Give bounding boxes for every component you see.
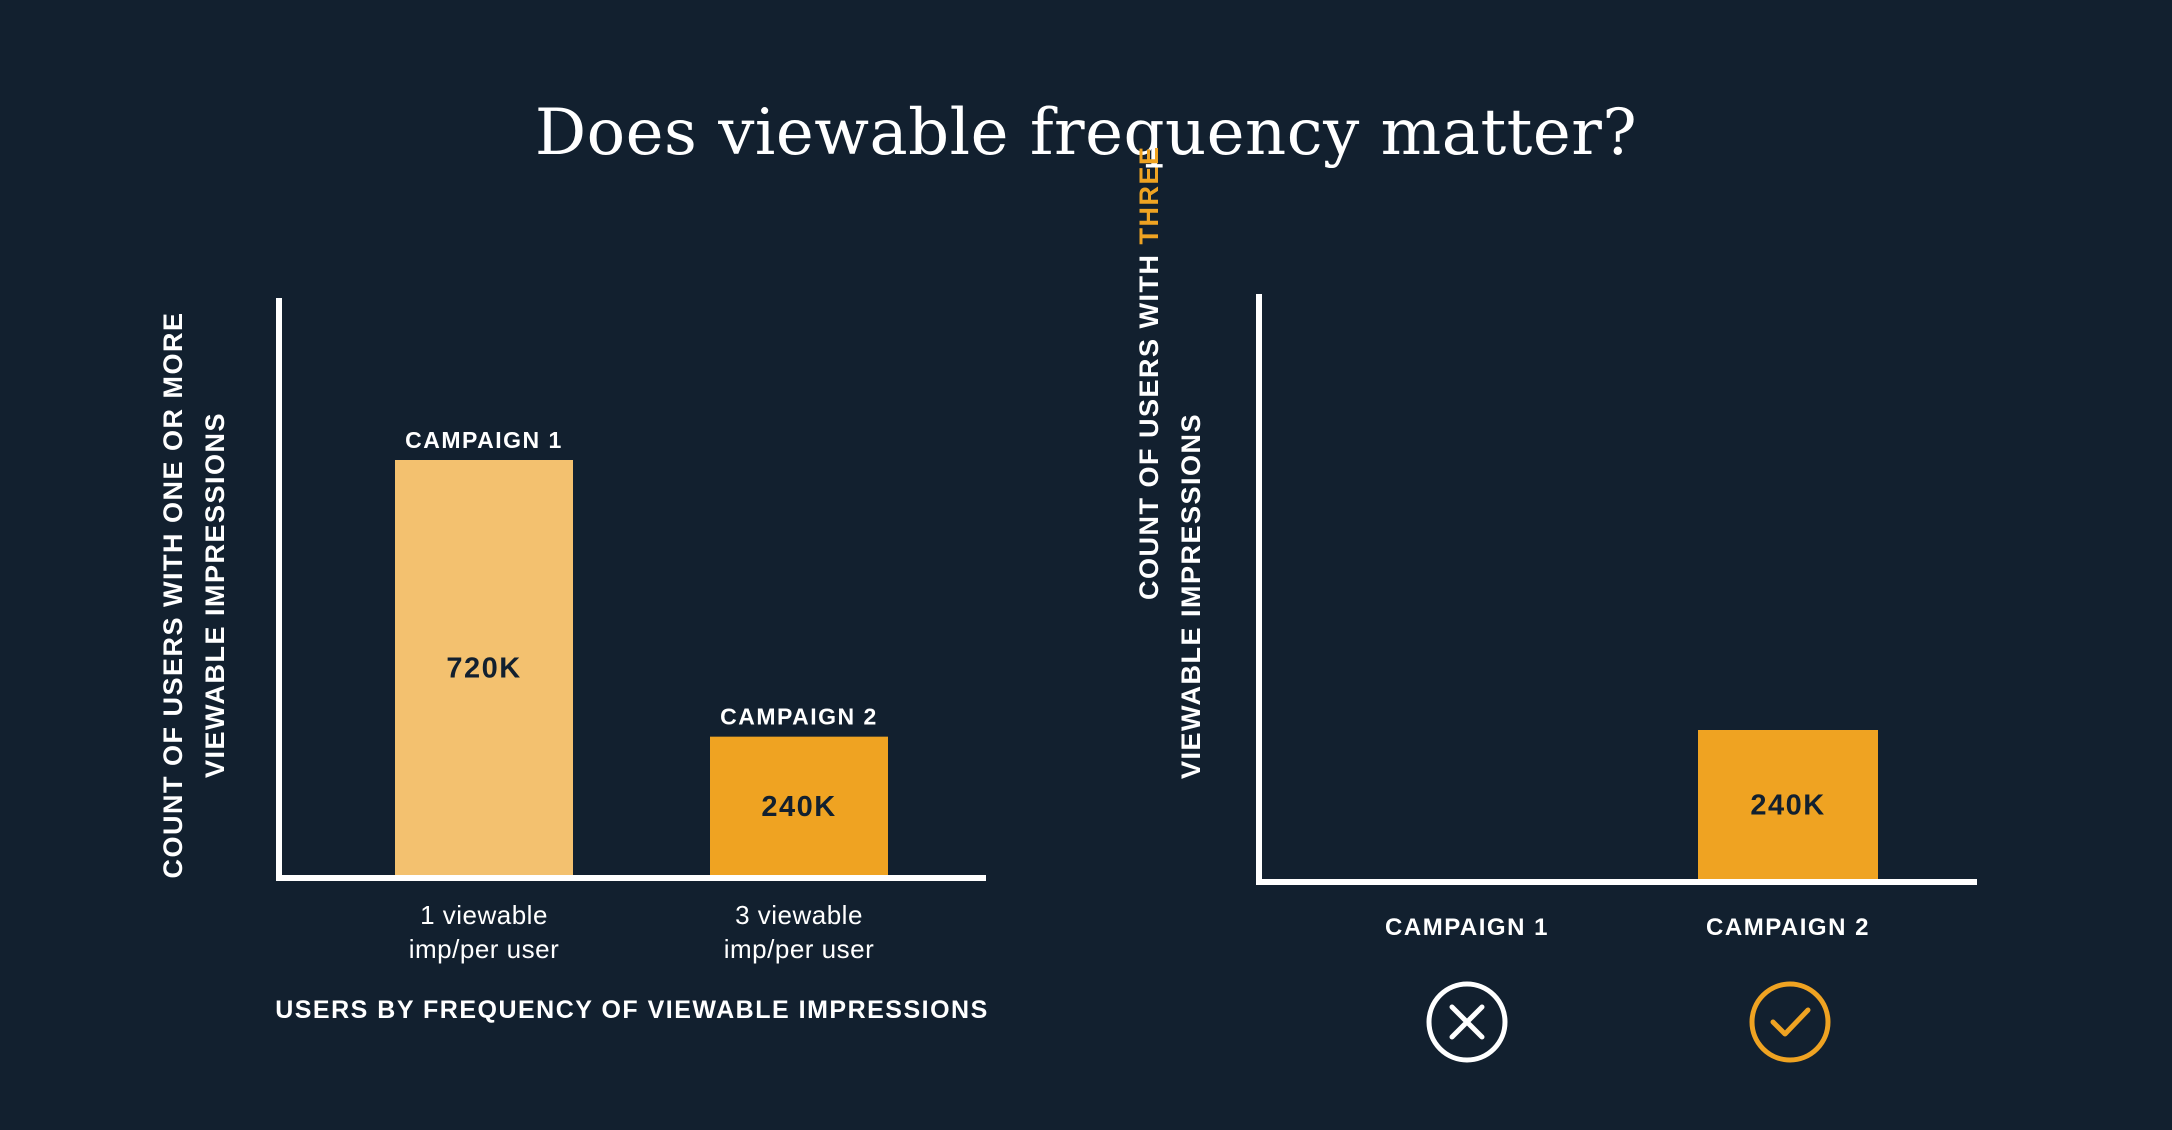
cross-circle-ring — [1426, 981, 1508, 1063]
chart1-y-axis-label-line1: COUNT OF USERS WITH ONE OR MORE — [158, 311, 188, 878]
chart1-value-label-1: 720K — [446, 653, 521, 685]
chart1-bar-name-2: CAMPAIGN 2 — [720, 704, 878, 730]
chart1-y-axis-label-line2: VIEWABLE IMPRESSIONS — [200, 412, 230, 778]
chart2-value-label-2: 240K — [1750, 790, 1825, 822]
check-circle-icon — [1749, 981, 1831, 1063]
chart1-tick-label-1-1: 1 viewable — [420, 900, 548, 930]
chart1-x-axis-label: USERS BY FREQUENCY OF VIEWABLE IMPRESSIO… — [275, 996, 989, 1024]
chart2-y-axis-label-line1: COUNT OF USERS WITH THREE — [1134, 145, 1164, 600]
chart1-tick-label-1-2: imp/per user — [409, 934, 560, 964]
chart1-bar-1 — [395, 460, 573, 875]
page-title: Does viewable frequency matter? — [534, 96, 1638, 170]
check-mark — [1770, 1007, 1811, 1037]
chart1-tick-label-2-1: 3 viewable — [735, 900, 863, 930]
cross-circle-icon — [1426, 981, 1508, 1063]
cross-mark — [1449, 1004, 1485, 1040]
chart2-y-axis-label-highlight: THREE — [1134, 145, 1164, 244]
chart2-y-axis-label-prefix: COUNT OF USERS WITH — [1134, 245, 1164, 601]
chart1-axes — [276, 298, 986, 881]
chart1-bar-name-1: CAMPAIGN 1 — [405, 427, 563, 453]
chart2-bar-2 — [1698, 730, 1878, 879]
chart1-tick-label-2-2: imp/per user — [724, 934, 875, 964]
chart2-y-axis-label-line2: VIEWABLE IMPRESSIONS — [1176, 413, 1206, 779]
chart2-tick-label-2: CAMPAIGN 2 — [1706, 914, 1870, 941]
chart1-bar-2 — [710, 736, 888, 875]
chart2-axes — [1256, 294, 1977, 885]
chart1-value-label-2: 240K — [761, 791, 836, 823]
chart2-tick-label-1: CAMPAIGN 1 — [1385, 914, 1549, 941]
check-circle-ring — [1749, 981, 1831, 1063]
